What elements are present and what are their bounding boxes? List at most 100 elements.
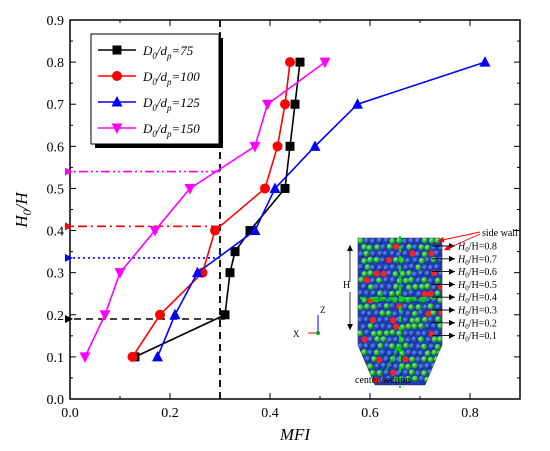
particle (409, 317, 416, 324)
particle (374, 336, 381, 343)
particle (379, 349, 386, 356)
particle (421, 370, 428, 377)
particle (364, 329, 371, 336)
level-labels: H0/H=0.8H0/H=0.7H0/H=0.6H0/H=0.5H0/H=0.4… (457, 242, 497, 344)
particle (373, 323, 381, 330)
particle (422, 316, 429, 323)
particle (370, 290, 377, 297)
particle (371, 355, 378, 363)
particle (412, 244, 419, 251)
particle (437, 297, 442, 304)
particle (361, 336, 368, 343)
particle (383, 303, 390, 310)
particle (363, 238, 370, 244)
particle (373, 270, 380, 277)
particle (367, 284, 375, 291)
particle (406, 284, 413, 291)
particle (424, 256, 431, 264)
particle (379, 376, 387, 384)
particle (376, 264, 384, 271)
particle (386, 337, 394, 344)
particle (402, 356, 409, 363)
particle (358, 357, 364, 364)
particle (358, 304, 364, 311)
particle (405, 349, 412, 356)
particle (421, 251, 429, 258)
particle (415, 277, 422, 284)
particle (373, 310, 380, 317)
particle (408, 330, 415, 337)
particle (433, 250, 441, 257)
particle (434, 290, 441, 297)
particle (431, 336, 438, 343)
particle (437, 336, 442, 343)
legend-label: D0/dp=125 (142, 95, 200, 113)
particle (431, 284, 438, 291)
particle (373, 256, 380, 263)
particle (403, 277, 410, 284)
particle (370, 303, 378, 311)
particle (425, 336, 432, 343)
particle (367, 363, 374, 370)
particle (382, 290, 389, 297)
particle (367, 323, 374, 330)
particle (422, 264, 429, 271)
data-point (352, 98, 363, 109)
particle (361, 244, 368, 251)
particle (403, 342, 410, 349)
x-tick-label: 0.0 (61, 406, 79, 421)
data-point (290, 99, 300, 109)
data-point (245, 226, 255, 236)
particle (379, 257, 386, 264)
particle (393, 363, 400, 370)
data-point (184, 183, 196, 195)
particle (389, 250, 396, 257)
particle (428, 238, 435, 244)
level-label: H0/H=0.6 (457, 267, 497, 280)
particle (376, 317, 384, 324)
particle (415, 343, 422, 350)
particle (367, 256, 374, 263)
particle (380, 336, 387, 343)
series-2 (127, 57, 295, 362)
particle (438, 309, 442, 316)
particle (428, 343, 435, 350)
axis-x-label: X (293, 329, 300, 339)
particle (389, 238, 396, 245)
particle (385, 310, 393, 317)
y-tick-label: 0.6 (47, 140, 65, 155)
particle (392, 271, 399, 278)
particle (437, 283, 442, 291)
particle (409, 356, 416, 363)
particle (434, 370, 441, 377)
data-point (152, 350, 163, 362)
legend-label: D0/dp=75 (142, 43, 194, 61)
particle (424, 362, 431, 370)
series-4 (79, 57, 331, 363)
particle (369, 277, 377, 284)
particle (430, 362, 438, 369)
particle (421, 343, 428, 350)
particle (367, 270, 374, 277)
y-tick-label: 0.3 (47, 267, 65, 282)
particle (392, 310, 399, 318)
particle (421, 291, 428, 298)
tick-labels: 0.0 0.2 0.4 0.6 0.8 0.0 0.1 0.2 0.3 0.4 0.5 0.6 0.7 0… (47, 14, 479, 421)
particle (411, 310, 419, 317)
particle (417, 350, 425, 357)
particle (360, 283, 368, 290)
data-point (249, 224, 261, 236)
data-point (285, 57, 295, 68)
series-layer (79, 56, 491, 363)
particle (417, 309, 425, 316)
particle (363, 290, 370, 297)
data-point (260, 183, 270, 194)
particle (383, 238, 390, 244)
particle (415, 264, 422, 271)
level-label: H0/H=0.3 (457, 306, 497, 319)
particle (433, 356, 440, 363)
particle (364, 264, 371, 271)
particle (403, 264, 410, 271)
particle (417, 336, 425, 343)
